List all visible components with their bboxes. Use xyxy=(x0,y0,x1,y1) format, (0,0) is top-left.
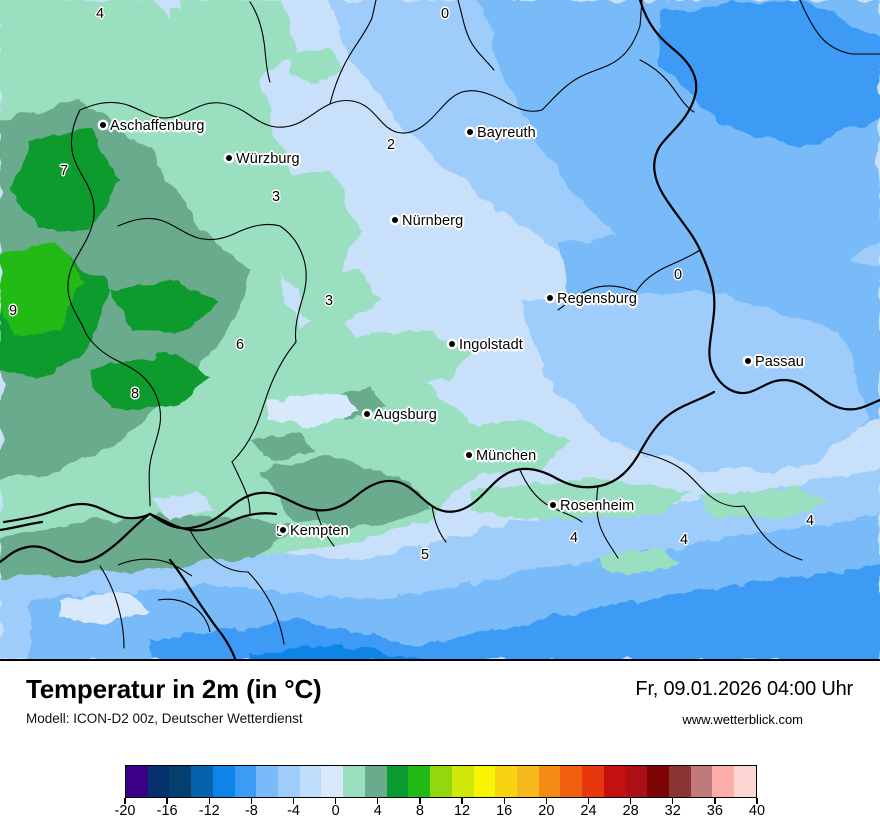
colorbar-swatch xyxy=(278,766,300,797)
colorbar-swatch xyxy=(364,766,387,797)
page-title: Temperatur in 2m (in °C) xyxy=(26,674,322,704)
colorbar-tick-label: 12 xyxy=(453,803,471,819)
colorbar-swatch xyxy=(516,766,539,797)
colorbar-swatch xyxy=(191,766,213,797)
colorbar-tick xyxy=(545,798,548,804)
colorbar-tick xyxy=(208,798,210,804)
valid-datetime: Fr, 09.01.2026 04:00 Uhr xyxy=(635,678,853,700)
colorbar-tick-label: 40 xyxy=(748,803,766,819)
colorbar-swatch xyxy=(495,766,517,797)
colorbar-tick-label: 24 xyxy=(580,803,597,819)
colorbar-tick-label: -20 xyxy=(114,803,136,819)
colorbar-tick xyxy=(672,798,674,804)
colorbar-swatch xyxy=(147,766,170,797)
colorbar-tick xyxy=(629,798,632,804)
colorbar-tick xyxy=(461,798,463,804)
colorbar-tick-label: 20 xyxy=(538,803,555,819)
site-url: www.wetterblick.com xyxy=(682,712,803,727)
colorbar-tick-label: -4 xyxy=(287,803,300,819)
colorbar-swatch xyxy=(234,766,257,797)
colorbar-tick xyxy=(756,798,758,804)
colorbar-swatch xyxy=(668,766,691,797)
colorbar-tick xyxy=(714,798,716,804)
colorbar-tick xyxy=(292,798,295,804)
colorbar-swatch xyxy=(734,766,756,797)
colorbar-swatch xyxy=(169,766,192,797)
colorbar-tick-label: 32 xyxy=(664,803,681,819)
footer-panel: Temperatur in 2m (in °C) Modell: ICON-D2… xyxy=(0,661,880,830)
colorbar-tick xyxy=(419,798,421,804)
map-raster-layer xyxy=(0,0,880,659)
colorbar-tick xyxy=(587,798,590,804)
colorbar-tick-label: 8 xyxy=(415,803,424,819)
colorbar-swatch xyxy=(647,766,669,797)
colorbar-swatch xyxy=(712,766,735,797)
colorbar-tick-label: 4 xyxy=(373,803,382,819)
colorbar-tick-label: 16 xyxy=(496,803,513,819)
colorbar-swatch xyxy=(625,766,648,797)
colorbar-swatch xyxy=(538,766,561,797)
colorbar-tick xyxy=(124,798,126,804)
colorbar-tick xyxy=(377,798,379,804)
colorbar-swatch xyxy=(321,766,344,797)
colorbar-tick-label: 28 xyxy=(622,803,639,819)
colorbar-tick xyxy=(250,798,253,804)
colorbar-tick-label: -8 xyxy=(244,803,258,819)
colorbar-swatch xyxy=(560,766,583,797)
colorbar-tick xyxy=(503,798,505,804)
colorbar-ticks xyxy=(124,798,758,806)
colorbar-swatch xyxy=(582,766,604,797)
colorbar-tick-label: 36 xyxy=(706,803,723,819)
temperature-colorbar: -20 -16 -12 -8 -4 0 4 8 12 16 20 24 28 32 36 40 xyxy=(115,765,765,819)
colorbar-swatch xyxy=(430,766,452,797)
colorbar-swatch xyxy=(473,766,496,797)
colorbar-swatch xyxy=(256,766,279,797)
colorbar-tick-labels: -20 -16 -12 -8 -4 0 4 8 12 16 20 24 28 32 36 40 xyxy=(115,803,766,823)
colorbar-swatch xyxy=(126,766,148,797)
colorbar-tick-label: 0 xyxy=(331,803,340,819)
colorbar-tick-label: -12 xyxy=(198,803,220,819)
colorbar-swatch xyxy=(451,766,474,797)
colorbar-tick xyxy=(166,798,168,804)
colorbar-swatch xyxy=(386,766,409,797)
colorbar-tick-label: -16 xyxy=(156,803,178,819)
model-subtitle: Modell: ICON-D2 00z, Deutscher Wetterdie… xyxy=(26,711,303,726)
colorbar-swatch xyxy=(299,766,322,797)
colorbar-swatch xyxy=(212,766,235,797)
colorbar-swatch xyxy=(343,766,365,797)
colorbar-swatch xyxy=(603,766,626,797)
colorbar-swatch xyxy=(408,766,431,797)
colorbar-tick xyxy=(334,798,337,804)
colorbar-swatches xyxy=(125,765,757,798)
colorbar-swatch xyxy=(690,766,713,797)
